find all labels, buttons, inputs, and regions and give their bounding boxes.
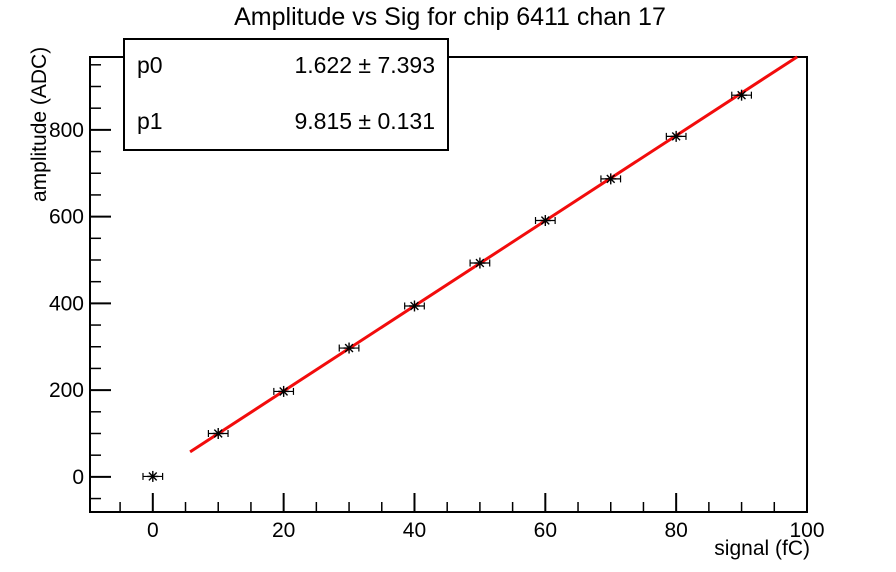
data-point-marker — [606, 174, 616, 184]
y-tick-label: 200 — [49, 379, 84, 402]
y-tick-label: 600 — [49, 206, 84, 229]
x-tick-label: 40 — [403, 519, 426, 542]
x-tick-label: 20 — [272, 519, 295, 542]
plot-title: Amplitude vs Sig for chip 6411 chan 17 — [234, 3, 666, 31]
param-name-p1: p1 — [137, 108, 163, 134]
stats-row-p0: p0 1.622 ± 7.393 — [137, 52, 435, 79]
data-point-marker — [148, 472, 158, 481]
param-name-p0: p0 — [137, 52, 163, 78]
y-tick-label: 400 — [49, 292, 84, 315]
stats-row-p1: p1 9.815 ± 0.131 — [137, 108, 435, 135]
x-tick-label: 0 — [147, 519, 159, 542]
param-value-p1: 9.815 ± 0.131 — [294, 108, 435, 134]
y-axis-title: amplitude (ADC) — [28, 46, 51, 202]
x-tick-label: 80 — [664, 519, 687, 542]
y-tick-label: 0 — [72, 466, 84, 489]
x-tick-label: 100 — [789, 519, 824, 542]
data-point-marker — [671, 131, 681, 141]
y-tick-label: 800 — [49, 119, 84, 142]
fit-line — [189, 55, 799, 454]
data-point-marker — [410, 301, 419, 311]
data-point-marker — [737, 90, 746, 100]
data-point-marker — [213, 429, 223, 438]
param-value-p0: 1.622 ± 7.393 — [294, 52, 435, 78]
data-point-marker — [540, 216, 550, 225]
data-point-marker — [344, 343, 354, 353]
x-tick-label: 60 — [534, 519, 557, 542]
x-axis-title: signal (fC) — [714, 537, 810, 560]
fit-stats-box: p0 1.622 ± 7.393 p1 9.815 ± 0.131 — [123, 38, 449, 151]
data-point-marker — [279, 387, 289, 396]
data-point-marker — [475, 258, 485, 268]
